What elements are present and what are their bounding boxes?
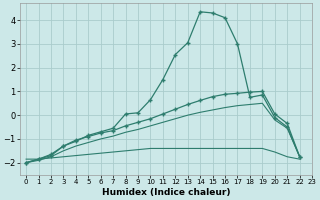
X-axis label: Humidex (Indice chaleur): Humidex (Indice chaleur)	[102, 188, 230, 197]
